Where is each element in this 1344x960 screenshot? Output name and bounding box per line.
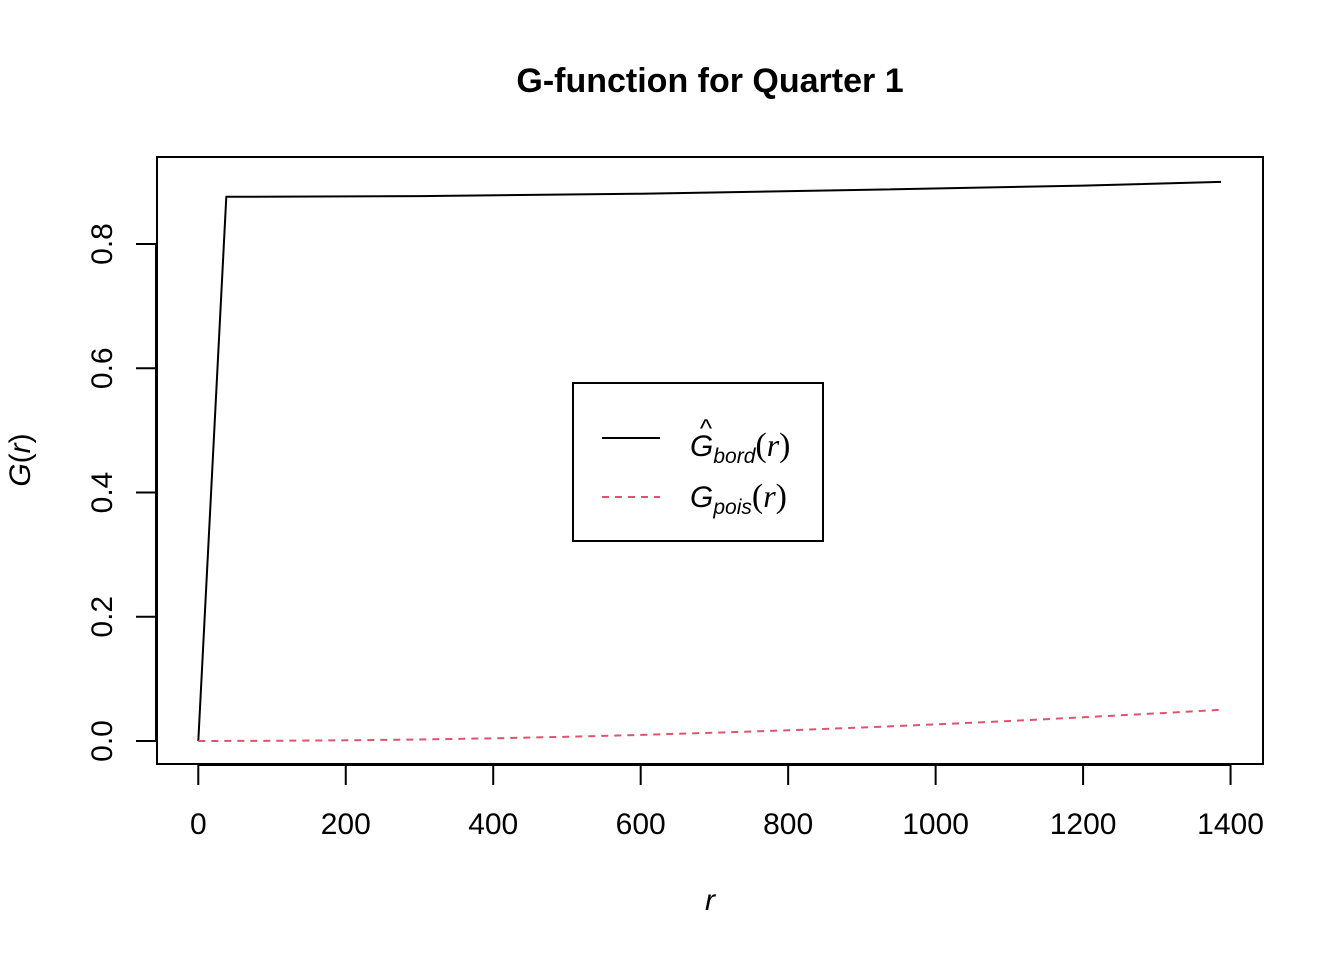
x-tick-label: 800 bbox=[763, 808, 813, 841]
legend-label-bord-close-paren: ) bbox=[779, 427, 790, 464]
legend-label-pois-sub: pois bbox=[712, 496, 752, 519]
legend-label-bord-main: G bbox=[690, 430, 713, 463]
y-axis-label-open-paren: ( bbox=[4, 453, 37, 463]
y-tick-label: 0.6 bbox=[86, 347, 119, 389]
legend-label-bord-arg: r bbox=[767, 427, 780, 463]
legend-label-bord-open-paren: ( bbox=[755, 427, 766, 464]
x-tick-label: 1000 bbox=[902, 808, 969, 841]
y-tick-label: 0.8 bbox=[86, 223, 119, 265]
x-tick-label: 1400 bbox=[1197, 808, 1264, 841]
legend-label-pois-close-paren: ) bbox=[776, 478, 787, 515]
x-tick-label: 200 bbox=[321, 808, 371, 841]
y-tick-label: 0.4 bbox=[86, 472, 119, 514]
chart-title: G-function for Quarter 1 bbox=[516, 62, 903, 100]
y-axis-label: G(r) bbox=[4, 433, 37, 486]
legend-label-pois-main: G bbox=[690, 481, 713, 514]
x-axis-label: r bbox=[705, 884, 716, 917]
x-tick-label: 0 bbox=[190, 808, 207, 841]
legend-hat-bord: ^ bbox=[700, 413, 713, 443]
legend-label-pois-arg: r bbox=[763, 478, 776, 514]
y-axis-label-main: G bbox=[4, 463, 37, 486]
y-axis: 0.0 0.2 0.4 0.6 0.8 bbox=[86, 223, 157, 762]
x-tick-label: 1200 bbox=[1050, 808, 1117, 841]
series-layer bbox=[197, 180, 1222, 742]
y-tick-label: 0.2 bbox=[86, 596, 119, 638]
y-axis-label-arg: r bbox=[4, 442, 37, 453]
y-tick-label: 0.0 bbox=[86, 720, 119, 762]
legend-box bbox=[572, 382, 824, 542]
legend-label-pois: Gpois(r) bbox=[690, 478, 787, 519]
x-tick-label: 600 bbox=[616, 808, 666, 841]
legend: ^ Gbord(r) Gpois(r) bbox=[572, 382, 824, 542]
series-line-bord bbox=[197, 180, 1222, 742]
y-axis-label-close-paren: ) bbox=[4, 433, 37, 443]
x-axis: 0 200 400 600 800 1000 1200 1400 bbox=[190, 764, 1264, 841]
legend-label-bord-sub: bord bbox=[713, 445, 756, 468]
x-tick-label: 400 bbox=[468, 808, 518, 841]
legend-label-bord: Gbord(r) bbox=[690, 427, 790, 468]
series-line-pois bbox=[198, 708, 1222, 742]
legend-label-pois-open-paren: ( bbox=[752, 478, 763, 515]
